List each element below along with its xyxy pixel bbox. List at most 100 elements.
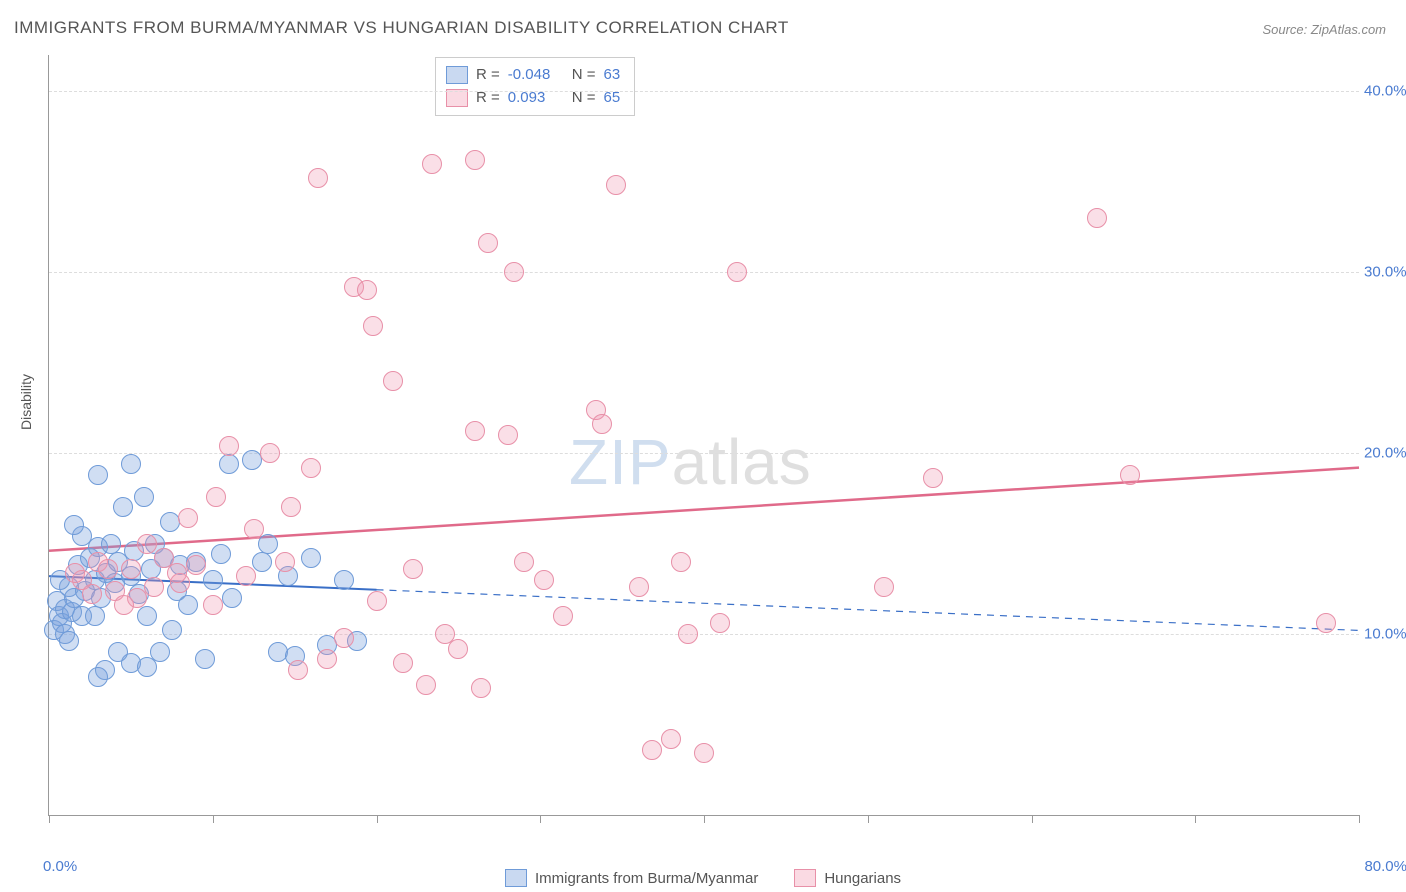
x-tick: [1032, 815, 1033, 823]
y-tick-label: 30.0%: [1364, 264, 1406, 281]
data-point: [162, 620, 182, 640]
x-tick: [704, 815, 705, 823]
trend-line-solid: [49, 468, 1359, 551]
data-point: [219, 436, 239, 456]
data-point: [244, 519, 264, 539]
data-point: [727, 262, 747, 282]
x-tick: [540, 815, 541, 823]
data-point: [1087, 208, 1107, 228]
data-point: [661, 729, 681, 749]
data-point: [160, 512, 180, 532]
stats-legend-row: R =-0.048N =63: [446, 64, 620, 87]
data-point: [195, 649, 215, 669]
x-tick: [1195, 815, 1196, 823]
data-point: [393, 653, 413, 673]
data-point: [178, 508, 198, 528]
data-point: [478, 233, 498, 253]
series-legend-item: Hungarians: [794, 869, 901, 887]
source-label: Source: ZipAtlas.com: [1262, 22, 1386, 37]
data-point: [59, 631, 79, 651]
data-point: [301, 458, 321, 478]
data-point: [98, 559, 118, 579]
data-point: [121, 559, 141, 579]
data-point: [301, 548, 321, 568]
r-value: 0.093: [508, 87, 564, 110]
data-point: [334, 628, 354, 648]
data-point: [88, 465, 108, 485]
data-point: [219, 454, 239, 474]
data-point: [88, 667, 108, 687]
data-point: [288, 660, 308, 680]
x-tick: [1359, 815, 1360, 823]
trend-lines: [49, 55, 1359, 815]
trend-line-dashed: [377, 590, 1360, 631]
data-point: [448, 639, 468, 659]
data-point: [85, 606, 105, 626]
data-point: [178, 595, 198, 615]
data-point: [260, 443, 280, 463]
data-point: [114, 595, 134, 615]
data-point: [422, 154, 442, 174]
data-point: [242, 450, 262, 470]
y-axis-label: Disability: [18, 374, 34, 430]
data-point: [167, 563, 187, 583]
data-point: [308, 168, 328, 188]
n-value: 65: [604, 87, 621, 110]
data-point: [150, 642, 170, 662]
data-point: [416, 675, 436, 695]
data-point: [108, 642, 128, 662]
gridline: [49, 634, 1359, 635]
data-point: [65, 563, 85, 583]
plot-area: ZIPatlas R =-0.048N =63R =0.093N =65 10.…: [48, 55, 1359, 816]
data-point: [206, 487, 226, 507]
data-point: [281, 497, 301, 517]
data-point: [471, 678, 491, 698]
data-point: [1120, 465, 1140, 485]
data-point: [592, 414, 612, 434]
data-point: [514, 552, 534, 572]
data-point: [137, 534, 157, 554]
data-point: [710, 613, 730, 633]
legend-swatch: [794, 869, 816, 887]
data-point: [553, 606, 573, 626]
n-label: N =: [572, 64, 596, 87]
series-legend-label: Hungarians: [824, 870, 901, 887]
data-point: [403, 559, 423, 579]
data-point: [1316, 613, 1336, 633]
data-point: [275, 552, 295, 572]
x-tick: [377, 815, 378, 823]
data-point: [211, 544, 231, 564]
data-point: [137, 606, 157, 626]
data-point: [504, 262, 524, 282]
data-point: [465, 150, 485, 170]
data-point: [671, 552, 691, 572]
series-legend: Immigrants from Burma/Myanmar Hungarians: [0, 869, 1406, 887]
gridline: [49, 272, 1359, 273]
series-legend-item: Immigrants from Burma/Myanmar: [505, 869, 758, 887]
data-point: [498, 425, 518, 445]
data-point: [121, 454, 141, 474]
stats-legend: R =-0.048N =63R = 0.093 N = 65: [435, 57, 635, 116]
r-label: R =: [476, 64, 500, 87]
r-label: R =: [476, 87, 500, 110]
data-point: [203, 595, 223, 615]
data-point: [534, 570, 554, 590]
data-point: [258, 534, 278, 554]
data-point: [357, 280, 377, 300]
y-tick-label: 10.0%: [1364, 626, 1406, 643]
y-tick-label: 20.0%: [1364, 445, 1406, 462]
data-point: [606, 175, 626, 195]
data-point: [874, 577, 894, 597]
data-point: [334, 570, 354, 590]
data-point: [101, 534, 121, 554]
data-point: [134, 487, 154, 507]
chart-title: IMMIGRANTS FROM BURMA/MYANMAR VS HUNGARI…: [14, 18, 789, 38]
stats-legend-row: R =0.093N =65: [446, 87, 620, 110]
data-point: [465, 421, 485, 441]
legend-swatch: [505, 869, 527, 887]
data-point: [629, 577, 649, 597]
y-tick-label: 40.0%: [1364, 83, 1406, 100]
data-point: [678, 624, 698, 644]
data-point: [64, 515, 84, 535]
data-point: [642, 740, 662, 760]
